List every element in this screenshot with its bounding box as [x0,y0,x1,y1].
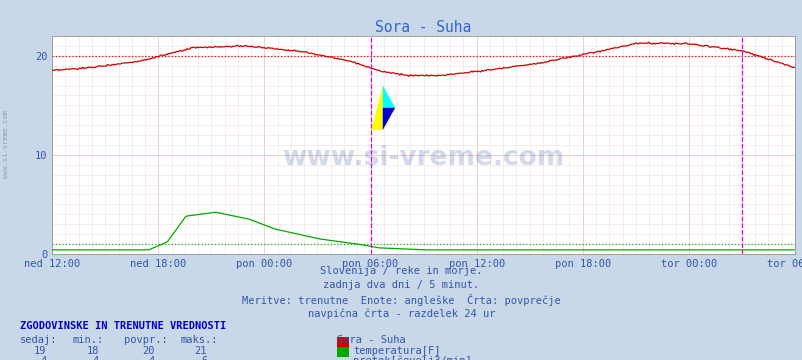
Text: 21: 21 [194,346,207,356]
Text: 18: 18 [86,346,99,356]
Text: ZGODOVINSKE IN TRENUTNE VREDNOSTI: ZGODOVINSKE IN TRENUTNE VREDNOSTI [20,321,226,331]
Title: Sora - Suha: Sora - Suha [375,20,471,35]
Text: navpična črta - razdelek 24 ur: navpična črta - razdelek 24 ur [307,309,495,319]
Text: 4: 4 [92,356,99,360]
Text: Slovenija / reke in morje.: Slovenija / reke in morje. [320,266,482,276]
Text: maks.:: maks.: [180,335,218,345]
Text: 4: 4 [40,356,47,360]
Text: Sora - Suha: Sora - Suha [337,335,406,345]
Text: 6: 6 [200,356,207,360]
Text: zadnja dva dni / 5 minut.: zadnja dva dni / 5 minut. [323,280,479,290]
Text: povpr.:: povpr.: [124,335,168,345]
Text: www.si-vreme.com: www.si-vreme.com [282,145,564,171]
Polygon shape [383,85,395,108]
Text: sedaj:: sedaj: [20,335,58,345]
Text: temperatura[F]: temperatura[F] [353,346,440,356]
Polygon shape [383,108,395,130]
Text: 4: 4 [148,356,155,360]
Polygon shape [371,85,383,130]
Text: www.si-vreme.com: www.si-vreme.com [3,110,10,178]
Text: pretok[čevelj3/min]: pretok[čevelj3/min] [353,356,472,360]
Text: Meritve: trenutne  Enote: angleške  Črta: povprečje: Meritve: trenutne Enote: angleške Črta: … [242,294,560,306]
Text: 19: 19 [34,346,47,356]
Text: 20: 20 [142,346,155,356]
Text: min.:: min.: [72,335,103,345]
